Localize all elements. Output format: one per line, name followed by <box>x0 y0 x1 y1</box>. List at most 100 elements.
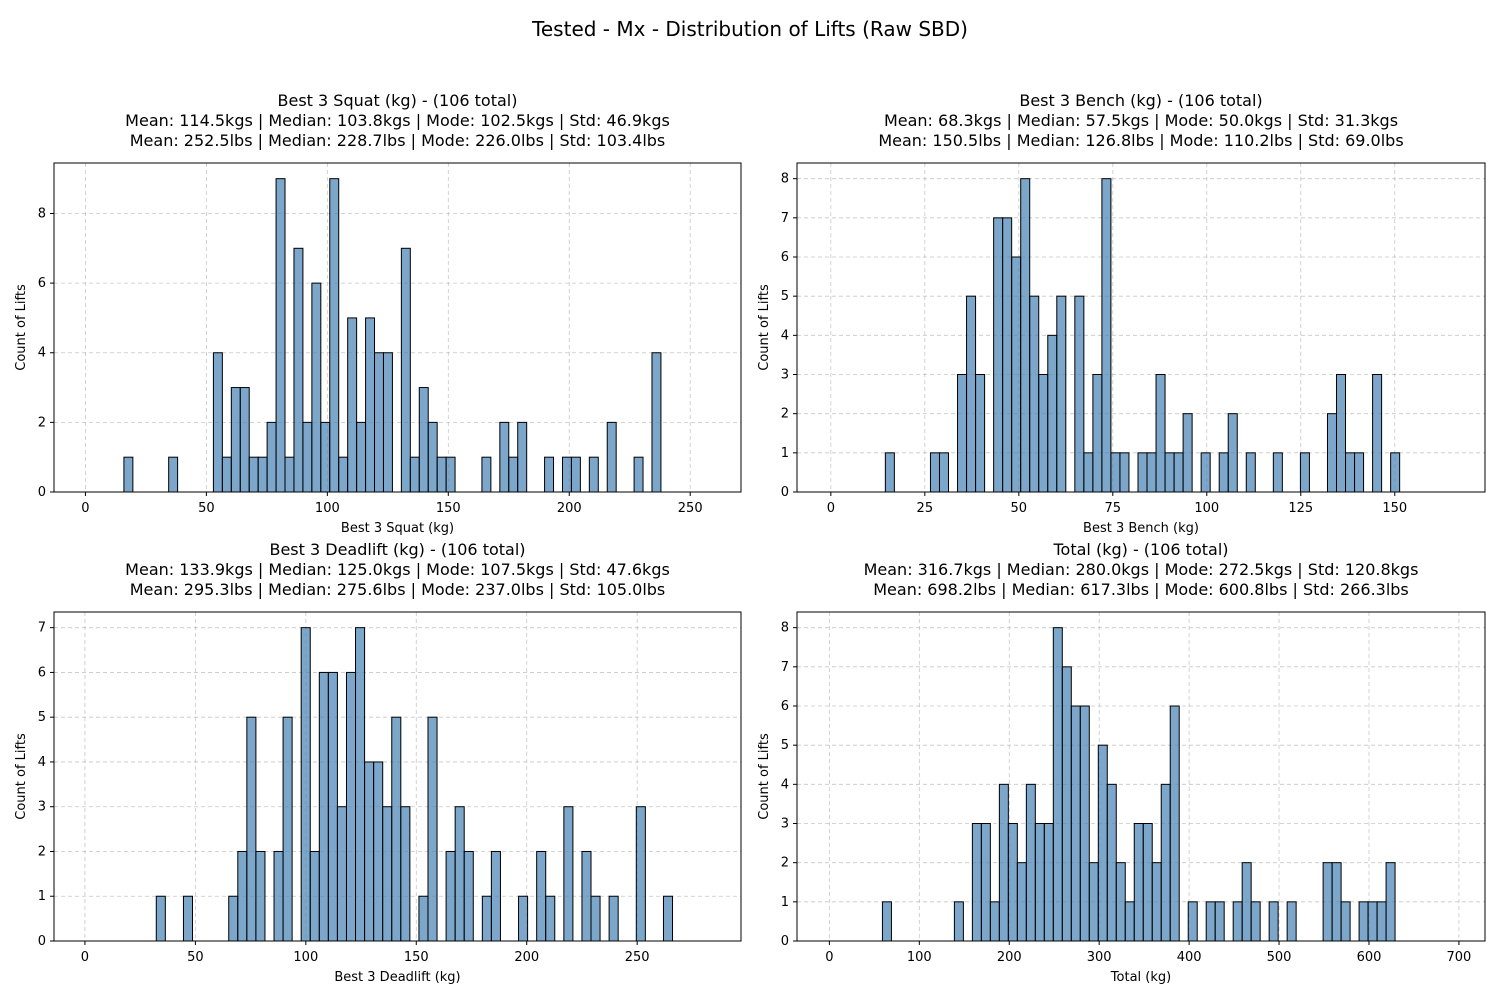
total-histogram-bar <box>1115 862 1126 942</box>
total-histogram-panel: Total (kg) - (106 total)Mean: 316.7kgs |… <box>757 540 1486 985</box>
total-title-line-1: Total (kg) - (106 total) <box>1053 540 1229 559</box>
squat-histogram-bar <box>123 456 134 493</box>
bench-x-tick-label: 150 <box>1382 501 1407 516</box>
deadlift-histogram-bar <box>155 895 166 942</box>
total-histogram-bar <box>1142 823 1153 942</box>
squat-histogram-bar <box>239 387 250 493</box>
deadlift-histogram-bar <box>382 806 393 942</box>
total-histogram-bar <box>1286 901 1297 942</box>
deadlift-title-line-1: Best 3 Deadlift (kg) - (106 total) <box>269 540 525 559</box>
total-histogram-bar <box>998 783 1009 942</box>
squat-histogram-bar <box>445 456 456 493</box>
squat-y-tick-label: 4 <box>38 346 46 361</box>
total-y-tick-label: 6 <box>781 699 789 714</box>
squat-histogram-bar <box>284 456 295 493</box>
bench-y-axis-label: Count of Lifts <box>757 284 772 371</box>
squat-histogram-bar <box>606 421 617 493</box>
total-y-tick-label: 1 <box>781 895 789 910</box>
total-x-tick-label: 200 <box>997 950 1022 965</box>
squat-y-tick-label: 8 <box>38 206 46 221</box>
total-x-tick-label: 100 <box>907 950 932 965</box>
total-title-line-2: Mean: 316.7kgs | Median: 280.0kgs | Mode… <box>864 560 1419 579</box>
squat-x-tick-label: 150 <box>436 501 461 516</box>
deadlift-histogram-bar <box>662 895 674 942</box>
total-histogram-bar <box>1367 901 1378 942</box>
deadlift-histogram-bar <box>309 850 320 942</box>
bench-y-tick-label: 8 <box>781 172 789 187</box>
bench-histogram-bar <box>1354 452 1365 493</box>
deadlift-y-axis-label: Count of Lifts <box>14 733 29 820</box>
squat-x-tick-label: 0 <box>81 501 89 516</box>
squat-histogram-bar <box>275 178 286 493</box>
deadlift-histogram-bar <box>345 671 357 942</box>
bench-histogram-bar <box>1056 295 1067 493</box>
squat-histogram-bar <box>544 456 555 493</box>
bench-x-tick-label: 25 <box>917 501 934 516</box>
total-x-axis-label: Total (kg) <box>1110 970 1171 985</box>
total-x-tick-label: 500 <box>1267 950 1292 965</box>
deadlift-histogram-bar <box>327 671 338 942</box>
total-x-tick-label: 300 <box>1087 950 1112 965</box>
bench-histogram-bar <box>1245 452 1256 493</box>
deadlift-y-tick-label: 5 <box>38 710 46 725</box>
total-histogram-bar <box>1133 823 1144 942</box>
squat-axes-frame <box>53 162 742 493</box>
squat-histogram-bar <box>347 317 358 493</box>
total-y-tick-label: 4 <box>781 777 789 792</box>
total-y-tick-label: 8 <box>781 621 789 636</box>
deadlift-histogram-bar <box>608 895 619 942</box>
bench-histogram-bar <box>1164 452 1175 493</box>
bench-histogram-bar <box>1092 374 1103 493</box>
squat-histogram-bar <box>418 387 429 493</box>
deadlift-histogram-bar <box>355 627 366 942</box>
bench-histogram-bar <box>1345 452 1356 493</box>
total-histogram-bar <box>1169 705 1180 942</box>
deadlift-histogram-bar <box>228 895 239 942</box>
squat-histogram-bar <box>356 421 367 493</box>
squat-histogram-bar <box>302 421 313 493</box>
squat-histogram-bar <box>230 387 241 493</box>
bench-histogram-bar <box>1299 452 1310 493</box>
squat-title-line-2: Mean: 114.5kgs | Median: 103.8kgs | Mode… <box>125 111 670 130</box>
squat-x-tick-label: 100 <box>315 501 340 516</box>
total-histogram-bar <box>1376 901 1387 942</box>
bench-x-tick-label: 125 <box>1288 501 1313 516</box>
bench-x-tick-label: 75 <box>1105 501 1122 516</box>
squat-histogram-bar <box>320 421 331 493</box>
deadlift-histogram-bar <box>282 716 293 942</box>
bench-histogram-bar <box>1272 452 1283 493</box>
bench-histogram-bar <box>1218 452 1229 493</box>
bench-histogram-bar <box>1390 452 1401 493</box>
deadlift-histogram-bar <box>635 806 646 942</box>
total-y-tick-label: 7 <box>781 660 789 675</box>
bench-x-tick-label: 0 <box>827 501 835 516</box>
deadlift-title-line-2: Mean: 133.9kgs | Median: 125.0kgs | Mode… <box>125 560 670 579</box>
bench-histogram-bar <box>1083 452 1094 493</box>
squat-histogram-panel: Best 3 Squat (kg) - (106 total)Mean: 114… <box>14 91 742 536</box>
squat-histogram-bar <box>329 178 340 493</box>
bench-x-tick-label: 100 <box>1194 501 1219 516</box>
deadlift-x-tick-label: 50 <box>187 950 204 965</box>
bench-histogram-bar <box>1182 413 1193 493</box>
bench-title-line-1: Best 3 Bench (kg) - (106 total) <box>1019 91 1262 110</box>
deadlift-x-tick-label: 0 <box>81 950 89 965</box>
squat-y-tick-label: 6 <box>38 276 46 291</box>
total-histogram-bar <box>989 901 1000 942</box>
squat-histogram-bar <box>517 421 528 493</box>
squat-histogram-bar <box>266 421 277 493</box>
bench-y-tick-label: 0 <box>781 485 789 500</box>
total-histogram-bar <box>1151 862 1162 942</box>
deadlift-histogram-bar <box>364 761 375 942</box>
total-x-tick-label: 400 <box>1177 950 1202 965</box>
total-y-tick-label: 3 <box>781 817 789 832</box>
deadlift-histogram-bar <box>182 895 194 942</box>
deadlift-histogram-bar <box>418 895 429 942</box>
bench-histogram-bar <box>1011 256 1022 493</box>
squat-histogram-bar <box>570 456 581 493</box>
deadlift-histogram-bar <box>463 850 474 942</box>
squat-histogram-bar <box>400 247 411 493</box>
total-y-tick-label: 2 <box>781 856 789 871</box>
squat-histogram-bar <box>311 282 322 493</box>
total-y-tick-label: 5 <box>781 738 789 753</box>
total-histogram-bar <box>881 901 892 942</box>
